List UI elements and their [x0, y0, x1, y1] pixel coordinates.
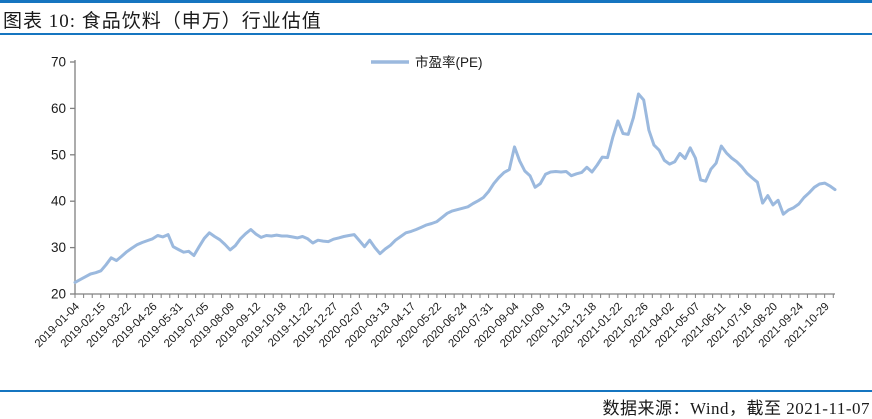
- top-accent-rule: [0, 0, 872, 3]
- data-source-note: 数据来源：Wind，截至 2021-11-07: [602, 399, 870, 418]
- x-axis-ticks: [74, 294, 834, 298]
- y-tick-label: 60: [51, 101, 66, 116]
- pe-line: [73, 92, 837, 284]
- y-tick-label: 30: [51, 240, 66, 255]
- y-tick-label: 20: [51, 287, 66, 302]
- title-divider-rule: [0, 33, 872, 35]
- y-axis-labels: 20 30 40 50 60 70: [51, 55, 66, 302]
- x-axis-labels: 2019-01-042019-02-152019-03-222019-04-26…: [33, 301, 832, 350]
- pe-series-line: [73, 92, 837, 284]
- pe-line-chart: 市盈率(PE) 20 30 40 50 60 70 2019-01-042019-02-1…: [33, 54, 837, 350]
- y-tick-label: 70: [51, 55, 66, 70]
- chart-legend: 市盈率(PE): [371, 54, 483, 70]
- figure-title: 图表 10: 食品饮料（申万）行业估值: [3, 11, 322, 32]
- axes: [70, 60, 835, 295]
- legend-label: 市盈率(PE): [415, 54, 483, 70]
- y-tick-label: 50: [51, 147, 66, 162]
- y-tick-label: 40: [51, 194, 66, 209]
- footer-divider-rule: [0, 390, 872, 392]
